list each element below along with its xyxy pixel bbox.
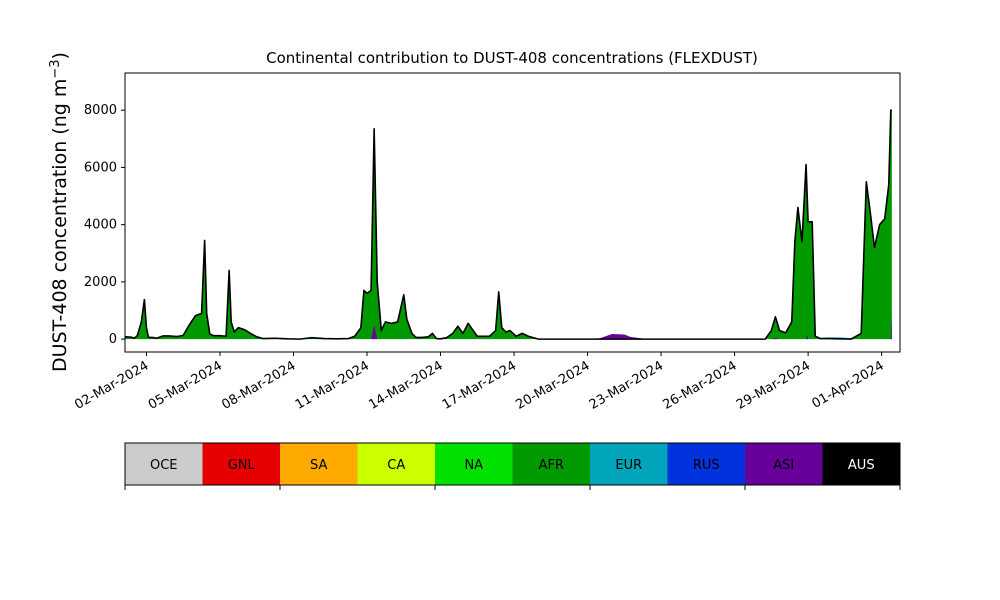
x-tick-label: 08-Mar-2024 [219,358,298,412]
x-axis-ticks: 02-Mar-202405-Mar-202408-Mar-202411-Mar-… [72,352,887,413]
colorbar-swatch-rus [667,443,745,485]
y-axis-label-sup: −3 [48,59,63,78]
x-tick-label: 23-Mar-2024 [587,358,666,412]
x-tick-label: 17-Mar-2024 [440,358,519,412]
y-tick-label: 0 [109,332,117,347]
y-tick-label: 2000 [84,275,117,290]
colorbar-label-gnl: GNL [228,458,256,473]
y-axis-label: DUST-408 concentration (ng m−3) [48,52,72,372]
colorbar-label-asi: ASI [773,458,794,473]
colorbar-swatch-aus [822,443,900,485]
plot-frame [124,72,901,353]
total-line-group [124,109,892,340]
x-tick-label: 02-Mar-2024 [72,358,151,412]
y-axis-ticks: 0 2000 4000 6000 8000 [84,103,125,347]
total-concentration-line [124,109,892,340]
colorbar-swatch-asi [745,443,823,485]
colorbar-swatch-ca [357,443,435,485]
colorbar-label-sa: SA [310,458,327,473]
colorbar-swatch-eur [590,443,668,485]
colorbar-label-ca: CA [387,458,405,473]
region-colorbar: OCE GNL SA CA NA AFR EUR RUS ASI AUS [124,442,901,490]
colorbar-swatch-na [435,443,513,485]
x-tick-label: 05-Mar-2024 [146,358,225,412]
colorbar-frame [124,442,901,486]
y-axis-label-main: DUST-408 concentration (ng m [49,79,71,372]
colorbar-label-eur: EUR [615,458,642,473]
colorbar-swatch-gnl [202,443,280,485]
area-series-group [125,110,892,340]
x-tick-label: 29-Mar-2024 [734,358,813,412]
colorbar-swatch-oce [125,443,203,485]
y-tick-label: 8000 [84,103,117,118]
colorbar-swatch-afr [512,443,590,485]
y-tick-label: 4000 [84,218,117,233]
colorbar-label-aus: AUS [848,458,875,473]
colorbar-label-oce: OCE [150,458,178,473]
colorbar-label-afr: AFR [539,458,564,473]
x-tick-label: 26-Mar-2024 [660,358,739,412]
colorbar-label-na: NA [464,458,483,473]
chart-title: Continental contribution to DUST-408 con… [266,49,758,67]
x-tick-label: 01-Apr-2024 [810,358,887,411]
y-axis-label-close: ) [49,52,71,59]
x-tick-label: 20-Mar-2024 [513,358,592,412]
colorbar-label-rus: RUS [693,458,720,473]
x-tick-label: 11-Mar-2024 [293,358,372,412]
area-afr [125,110,892,340]
x-tick-label: 14-Mar-2024 [366,358,445,412]
colorbar-swatch-sa [280,443,358,485]
y-tick-label: 6000 [84,160,117,175]
